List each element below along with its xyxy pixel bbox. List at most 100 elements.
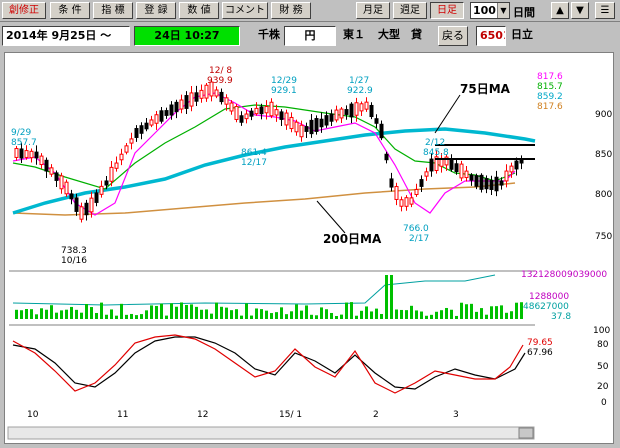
monthly-button[interactable]: 月足 — [356, 2, 390, 19]
price-chart[interactable]: 900.0 850.0 800.0 750.0 817.6 815.7 859.… — [5, 53, 620, 443]
chart-panel: 900.0 850.0 800.0 750.0 817.6 815.7 859.… — [4, 52, 620, 444]
volume-bar — [15, 309, 18, 319]
candle — [34, 151, 39, 159]
candle — [234, 106, 239, 120]
candle — [254, 107, 259, 115]
period-value: 100 — [473, 4, 496, 17]
volume-bar — [375, 308, 378, 319]
toolbar: 創修正 条 件 指 標 登 録 数 値 コメント 財 務 月足 週足 日足 10… — [0, 0, 620, 22]
volume-bar — [440, 310, 443, 319]
menu-button[interactable]: ☰ — [595, 2, 615, 19]
zaimu-button[interactable]: 財 務 — [271, 2, 311, 19]
size-label: 大型 — [375, 26, 409, 46]
volume-bar — [460, 302, 463, 319]
comment-button[interactable]: コメント — [222, 2, 268, 19]
volume-bar — [290, 311, 293, 319]
ma75-pointer — [434, 94, 461, 134]
candle — [479, 174, 484, 190]
candle — [49, 167, 54, 175]
ma200-label: 200日MA — [323, 232, 382, 246]
volume-value: 48627000 — [523, 302, 569, 312]
volume-bar — [325, 309, 328, 319]
candle — [509, 165, 514, 173]
volume-bar — [190, 304, 193, 319]
volume-bar — [100, 302, 103, 319]
volume-bar — [230, 310, 233, 319]
candle — [69, 193, 74, 200]
volume-bar — [350, 302, 353, 319]
stoch-d-value: 67.96 — [527, 348, 553, 358]
joken-button[interactable]: 条 件 — [50, 2, 90, 19]
volume-bar — [405, 310, 408, 319]
daily-button[interactable]: 日足 — [430, 2, 464, 19]
candle — [334, 109, 339, 121]
candle — [359, 103, 364, 112]
volume-bar — [135, 315, 138, 319]
candle — [64, 181, 69, 195]
down-button[interactable]: ▼ — [571, 2, 589, 19]
candle — [14, 148, 19, 158]
candle — [164, 110, 169, 116]
volume-bar — [455, 315, 458, 319]
volume-bar — [450, 309, 453, 319]
candle — [269, 101, 274, 117]
candle — [514, 160, 519, 170]
volume-bar — [155, 305, 158, 319]
stock-code[interactable]: 6501 — [476, 26, 506, 46]
soshusei-button[interactable]: 創修正 — [2, 2, 46, 19]
shihyo-button[interactable]: 指 標 — [93, 2, 133, 19]
candle — [364, 101, 369, 110]
candle — [19, 148, 24, 159]
volume-bar — [85, 303, 88, 319]
candle — [124, 145, 129, 153]
volume-bar — [60, 310, 63, 319]
period-select[interactable]: 100 ▼ — [470, 2, 510, 19]
toroku-button[interactable]: 登 録 — [136, 2, 176, 19]
currency-field[interactable]: 円 — [284, 26, 336, 46]
chevron-down-icon[interactable]: ▼ — [497, 3, 509, 18]
candle — [459, 163, 464, 179]
candle — [314, 118, 319, 132]
horizontal-scrollbar[interactable] — [7, 426, 535, 440]
stoch-tick: 100 — [593, 326, 610, 336]
volume-bar — [20, 310, 23, 319]
up-button[interactable]: ▲ — [551, 2, 569, 19]
volume-bar — [275, 312, 278, 319]
stoch-tick: 50 — [597, 362, 609, 372]
volume-bar — [130, 313, 133, 319]
note-price: 845.8 — [423, 148, 449, 158]
volume-bar — [35, 314, 38, 319]
candle — [219, 91, 224, 103]
high-note-date: 9/29 — [11, 128, 31, 138]
low-note-date: 2/17 — [409, 234, 429, 244]
volume-bar — [310, 314, 313, 319]
volume-bar — [390, 275, 393, 319]
volume-bar — [365, 306, 368, 319]
lending-label: 貸 — [408, 26, 430, 46]
volume-bar — [400, 309, 403, 319]
suchi-button[interactable]: 数 値 — [179, 2, 219, 19]
candle — [99, 185, 104, 195]
ma-short-value: 817.6 — [537, 72, 563, 82]
period-unit: 日間 — [513, 6, 535, 19]
volume-bar — [150, 305, 153, 319]
candle — [404, 197, 409, 207]
volume-bar — [25, 309, 28, 319]
candle — [284, 112, 289, 126]
candle — [179, 99, 184, 110]
scrollbar-thumb[interactable] — [518, 427, 534, 439]
back-button[interactable]: 戻る — [438, 26, 468, 46]
candle — [494, 176, 499, 192]
candle — [419, 179, 424, 187]
x-axis-label: 2 — [373, 410, 379, 420]
candle — [389, 178, 394, 188]
volume-bar — [315, 315, 318, 319]
volume-bar — [165, 315, 168, 319]
volume-value: 13212800 — [521, 270, 567, 280]
ma75-line — [12, 127, 536, 215]
candle — [444, 156, 449, 166]
ma200-line — [12, 182, 516, 216]
volume-bar — [345, 302, 348, 319]
weekly-button[interactable]: 週足 — [393, 2, 427, 19]
volume-bar — [265, 310, 268, 319]
